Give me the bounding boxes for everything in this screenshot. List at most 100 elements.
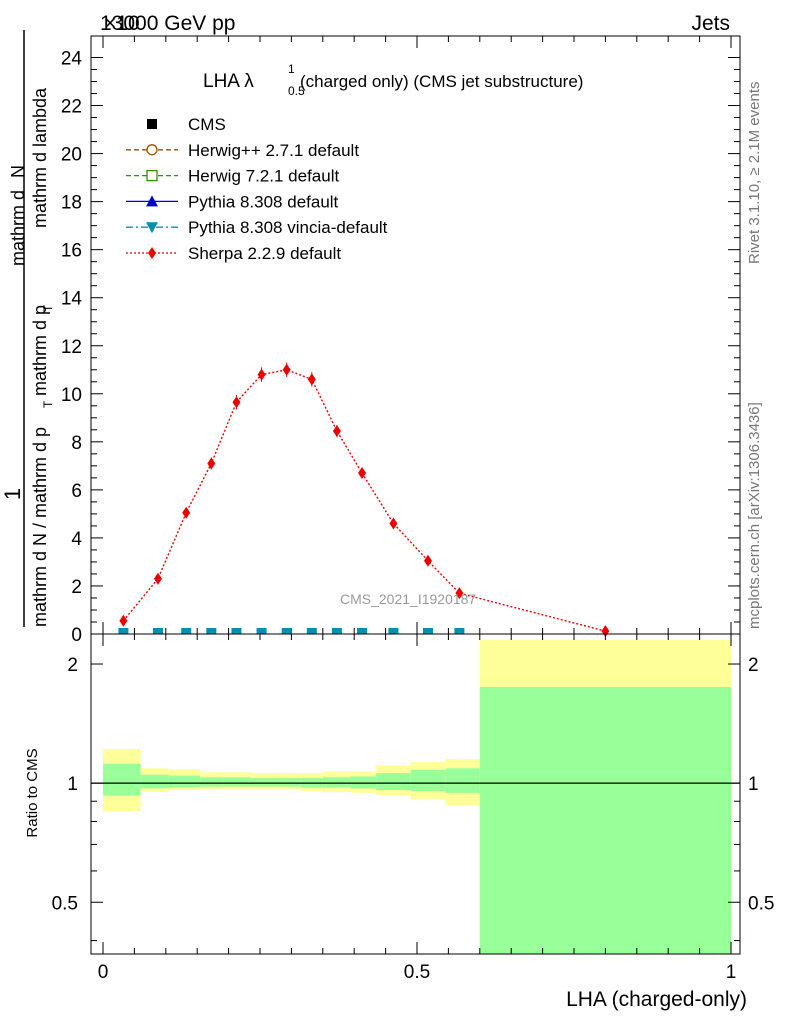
ratio-band-green bbox=[103, 763, 141, 796]
sherpa-point bbox=[282, 363, 291, 376]
y-tick-label: 14 bbox=[61, 289, 83, 310]
analysis-watermark: CMS_2021_I1920187 bbox=[340, 591, 476, 607]
legend-marker bbox=[147, 119, 157, 129]
ratio-y-label: Ratio to CMS bbox=[24, 748, 41, 837]
ylabel-frac-top: 1 bbox=[0, 488, 25, 500]
legend-marker bbox=[146, 169, 158, 182]
ratio-band-green bbox=[410, 769, 446, 792]
sherpa-point bbox=[307, 373, 316, 386]
ylabel-deriv-main: N bbox=[8, 165, 28, 178]
sherpa-point bbox=[455, 587, 464, 600]
legend-entry: Herwig++ 2.7.1 default bbox=[126, 141, 359, 160]
rivet-version-label: Rivet 3.1.10, ≥ 2.1M events bbox=[746, 82, 763, 265]
baseline-marker bbox=[454, 628, 465, 634]
ratio-y-ticks: 0.5 0.5 1 1 2 2 0 0.5 1 bbox=[52, 634, 774, 983]
legend-marker bbox=[146, 144, 158, 156]
legend-entry: Herwig 7.2.1 default bbox=[126, 167, 339, 186]
sherpa-point bbox=[389, 517, 398, 530]
ratio-frame bbox=[90, 633, 741, 955]
sherpa-point bbox=[207, 457, 216, 470]
baseline-marker bbox=[281, 628, 292, 634]
ratio-band-green bbox=[351, 776, 377, 789]
sherpa-point bbox=[358, 467, 367, 480]
legend-label: Pythia 8.308 default bbox=[188, 192, 339, 211]
ratio-band-green bbox=[168, 775, 201, 788]
legend-entry: Pythia 8.308 default bbox=[126, 192, 339, 211]
plot-title: LHA λ bbox=[203, 71, 254, 92]
ylabel-frac-bottom: mathrm d N / mathrm d p bbox=[30, 427, 50, 627]
baseline-marker bbox=[388, 628, 399, 634]
baseline-marker bbox=[118, 628, 129, 634]
ratio-y-tick-label-right: 2 bbox=[748, 655, 759, 676]
sherpa-point bbox=[257, 368, 266, 381]
y-tick-label: 2 bbox=[71, 577, 82, 598]
y-tick-label: 12 bbox=[61, 337, 82, 358]
ratio-band-green bbox=[376, 773, 411, 791]
x-tick-label: 0 bbox=[98, 962, 109, 983]
legend-label: Herwig 7.2.1 default bbox=[188, 167, 339, 186]
x-axis-label: LHA (charged-only) bbox=[566, 988, 747, 1011]
y-tick-label: 10 bbox=[61, 385, 82, 406]
plot-title-rest: (charged only) (CMS jet substructure) bbox=[300, 72, 583, 91]
ratio-plot-area bbox=[91, 640, 740, 954]
ylabel-deriv-den-rest: mathrm d lambda bbox=[30, 87, 50, 228]
legend-marker bbox=[146, 222, 158, 234]
sherpa-point bbox=[119, 614, 128, 627]
baseline-marker bbox=[181, 628, 192, 634]
ylabel-deriv-den-sub: T bbox=[41, 304, 55, 312]
legend-label: Herwig++ 2.7.1 default bbox=[188, 141, 359, 160]
ratio-band-green bbox=[140, 774, 169, 789]
baseline-marker bbox=[422, 628, 433, 634]
legend-entry: Pythia 8.308 vincia-default bbox=[126, 218, 388, 237]
ratio-y-tick-label: 0.5 bbox=[52, 893, 78, 914]
baseline-marker bbox=[152, 628, 163, 634]
y-tick-label: 16 bbox=[61, 241, 82, 262]
ratio-y-tick-label-right: 1 bbox=[748, 774, 759, 795]
baseline-marker bbox=[231, 628, 242, 634]
sherpa-point bbox=[182, 506, 191, 519]
x-tick-label: 1 bbox=[726, 962, 737, 983]
ratio-band-green bbox=[272, 778, 301, 787]
y-tick-label: 0 bbox=[71, 625, 82, 646]
legend-marker bbox=[148, 247, 156, 259]
legend-entry: CMS bbox=[147, 115, 226, 134]
legend-label: Pythia 8.308 vincia-default bbox=[188, 218, 388, 237]
mcplots-label: mcplots.cern.ch [arXiv:1306.3436] bbox=[746, 402, 763, 629]
sherpa-line bbox=[122, 369, 606, 632]
baseline-marker bbox=[306, 628, 317, 634]
legend-entry: Sherpa 2.2.9 default bbox=[126, 244, 341, 263]
baseline-marker bbox=[206, 628, 217, 634]
sherpa-point bbox=[332, 425, 341, 438]
y-tick-label: 20 bbox=[61, 145, 82, 166]
ratio-band-green bbox=[479, 686, 731, 954]
ylabel-frac-bottom-sub: T bbox=[41, 400, 55, 408]
legend-label: CMS bbox=[188, 115, 226, 134]
y-tick-label: 8 bbox=[71, 433, 82, 454]
plot-title-sub: 0.5 bbox=[288, 84, 305, 98]
ylabel-deriv-den: mathrm d p bbox=[30, 305, 50, 396]
y-tick-label: 4 bbox=[71, 529, 82, 550]
header-exponent: ×10 bbox=[104, 12, 140, 35]
header-process: Jets bbox=[691, 12, 730, 35]
baseline-marker bbox=[331, 628, 342, 634]
baseline-marker bbox=[256, 628, 267, 634]
plot-title-sup: 1 bbox=[288, 62, 295, 76]
ratio-band-green bbox=[322, 777, 352, 788]
header-energy: 13000 GeV pp bbox=[100, 12, 235, 35]
ylabel-deriv-num: mathrm d bbox=[8, 190, 28, 266]
ratio-y-tick-label: 1 bbox=[67, 774, 78, 795]
baseline-marker bbox=[357, 628, 368, 634]
legend-label: Sherpa 2.2.9 default bbox=[188, 244, 341, 263]
sherpa-point bbox=[153, 572, 162, 585]
ratio-y-tick-label: 2 bbox=[67, 655, 78, 676]
x-tick-label: 0.5 bbox=[404, 962, 430, 983]
legend: CMS Herwig++ 2.7.1 default Herwig 7.2.1 de… bbox=[126, 115, 388, 263]
ratio-band-green bbox=[445, 768, 480, 793]
y-tick-label: 18 bbox=[61, 193, 82, 214]
ratio-band-green bbox=[250, 778, 273, 787]
y-tick-label: 22 bbox=[61, 97, 82, 118]
ratio-y-tick-label-right: 0.5 bbox=[748, 893, 774, 914]
